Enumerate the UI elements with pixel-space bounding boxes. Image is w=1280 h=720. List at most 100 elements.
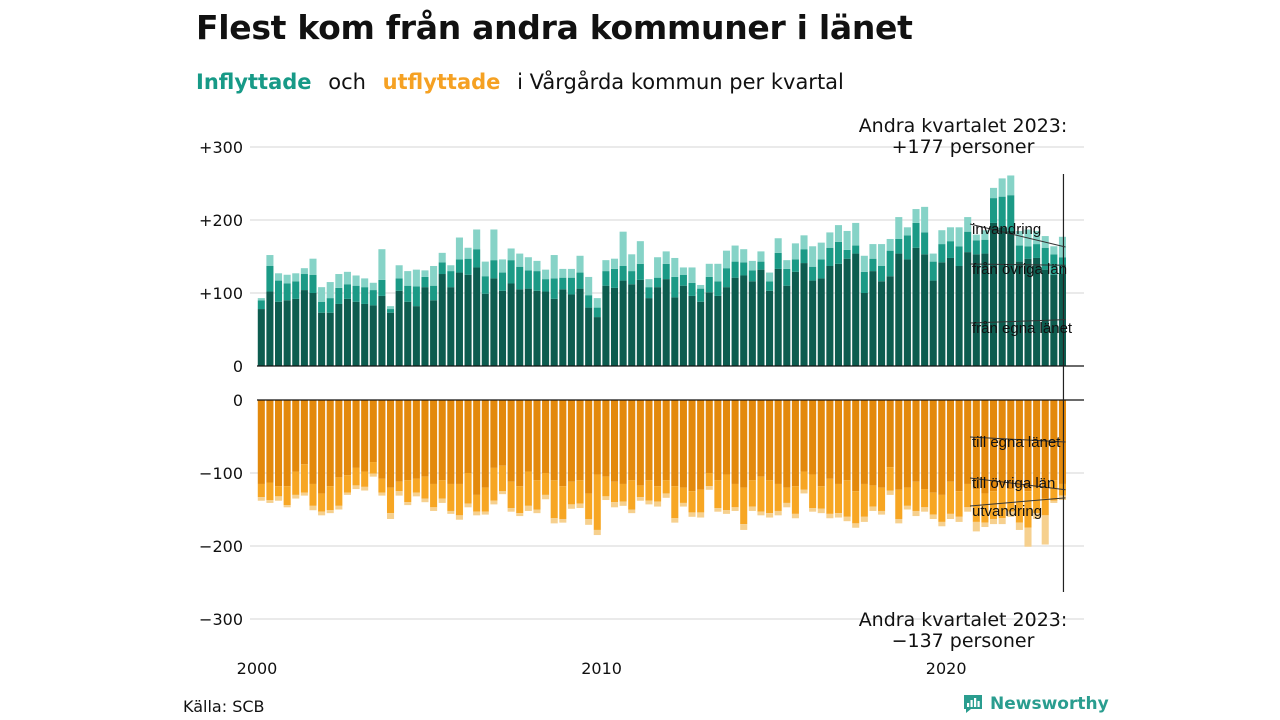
bar-out-till-övriga-län [343, 475, 351, 493]
bar-out-till-övriga-län [309, 483, 317, 506]
bar-in-invandring [783, 260, 791, 269]
bar-in-från-egna-länet [705, 292, 713, 366]
bar-out-utvandring [610, 502, 619, 508]
bar-out-till-övriga-län [903, 487, 911, 506]
bar-out-till-egna-länet [800, 400, 808, 472]
bar-out-utvandring [636, 497, 644, 501]
bar-out-till-egna-länet [490, 400, 498, 468]
bar-in-från-övriga-län [783, 268, 791, 286]
bar-in-från-övriga-län [275, 280, 283, 302]
bar-out-utvandring [533, 509, 541, 514]
bar-in-invandring [964, 217, 972, 232]
bar-in-från-egna-länet [774, 268, 782, 366]
bar-in-från-övriga-län [257, 300, 265, 310]
bar-out-till-egna-länet [929, 400, 937, 493]
bar-out-utvandring [679, 502, 687, 507]
bar-out-till-övriga-län [705, 473, 713, 487]
bar-out-utvandring [946, 513, 954, 519]
bar-in-från-egna-länet [275, 301, 283, 366]
bar-out-till-egna-länet [697, 400, 705, 490]
bar-out-till-övriga-län [481, 487, 489, 512]
bar-out-till-övriga-län [929, 492, 937, 515]
bar-out-till-egna-länet [610, 400, 619, 482]
bar-in-invandring [464, 247, 472, 259]
bar-in-från-egna-länet [628, 284, 636, 366]
bar-in-invandring [593, 298, 601, 308]
label-leader-out [969, 497, 1066, 507]
bar-out-till-egna-länet [1015, 400, 1023, 488]
bar-in-från-övriga-län [335, 287, 343, 304]
bar-in-invandring [602, 260, 610, 272]
bar-out-utvandring [1024, 527, 1032, 547]
bar-out-till-övriga-län [404, 480, 412, 503]
bar-out-utvandring [498, 491, 507, 495]
bar-out-till-övriga-län [714, 480, 722, 509]
bar-in-invandring [860, 255, 868, 272]
bar-in-från-övriga-län [748, 270, 756, 282]
bar-in-invandring [705, 263, 713, 277]
bar-out-till-egna-länet [412, 400, 420, 479]
bar-out-till-övriga-län [619, 483, 627, 502]
bar-in-från-övriga-län [878, 265, 886, 282]
bar-out-till-egna-länet [722, 400, 731, 475]
bar-in-från-övriga-län [309, 274, 317, 293]
bar-in-från-egna-länet [662, 279, 670, 366]
bar-in-från-egna-länet [834, 263, 843, 366]
bar-out-till-övriga-län [524, 471, 532, 506]
bar-in-från-övriga-län [929, 261, 937, 281]
bar-out-till-egna-länet [369, 400, 377, 463]
bar-out-till-övriga-län [722, 474, 731, 511]
bar-in-från-övriga-län [421, 276, 429, 288]
bar-in-från-övriga-län [938, 244, 946, 263]
bar-in-från-övriga-län [361, 287, 369, 304]
bar-out-utvandring [516, 513, 524, 517]
bar-out-till-egna-länet [1033, 400, 1041, 488]
bar-in-från-egna-länet [878, 281, 886, 366]
bar-in-från-övriga-län [714, 281, 722, 296]
bar-in-från-övriga-län [395, 278, 403, 291]
bar-in-invandring [283, 274, 291, 284]
bar-out-till-egna-länet [1007, 400, 1015, 490]
bar-in-invandring [852, 222, 860, 246]
bar-in-invandring [757, 251, 765, 262]
bar-out-till-övriga-län [326, 486, 334, 511]
bar-out-utvandring [714, 508, 722, 512]
bar-out-till-övriga-län [912, 481, 920, 511]
bar-out-till-övriga-län [550, 480, 558, 519]
bar-in-invandring [834, 225, 843, 242]
bar-in-från-egna-länet [257, 309, 265, 366]
bar-out-till-övriga-län [533, 480, 541, 510]
bar-in-från-övriga-län [464, 258, 472, 275]
bar-out-till-egna-länet [335, 400, 343, 478]
bar-in-från-egna-länet [1033, 257, 1041, 366]
bar-in-från-egna-länet [817, 278, 825, 366]
bar-in-från-egna-länet [542, 291, 550, 366]
bar-out-utvandring [369, 473, 377, 477]
bar-in-från-övriga-län [507, 260, 515, 284]
bar-in-från-övriga-län [800, 249, 808, 264]
source-note: Källa: SCB [183, 697, 265, 716]
bar-out-till-egna-länet [895, 400, 903, 490]
bar-in-invandring [430, 265, 438, 286]
bar-in-från-egna-länet [671, 297, 679, 366]
brand-logo[interactable]: Newsworthy [962, 693, 1109, 715]
bar-out-utvandring [1033, 513, 1041, 519]
bar-in-invandring [938, 230, 946, 245]
chart-title: Flest kom från andra kommuner i länet [196, 8, 913, 47]
bar-out-till-egna-länet [386, 400, 395, 488]
bar-in-från-övriga-län [946, 241, 954, 258]
bar-in-invandring [1007, 175, 1015, 196]
bar-out-utvandring [912, 510, 920, 517]
bar-out-till-övriga-län [602, 476, 610, 497]
bar-in-från-övriga-län [602, 271, 610, 286]
bar-in-från-övriga-län [964, 231, 972, 253]
bar-in-från-egna-länet [421, 287, 429, 366]
bar-in-från-egna-länet [550, 298, 558, 366]
bar-out-utvandring [542, 494, 550, 500]
bar-out-till-övriga-län [998, 485, 1006, 519]
bar-out-utvandring [473, 511, 481, 516]
bar-in-invandring [748, 260, 756, 271]
bar-in-från-övriga-län [731, 261, 739, 278]
bar-out-till-övriga-län [395, 481, 403, 492]
y-tick-label-out: −100 [199, 464, 243, 483]
